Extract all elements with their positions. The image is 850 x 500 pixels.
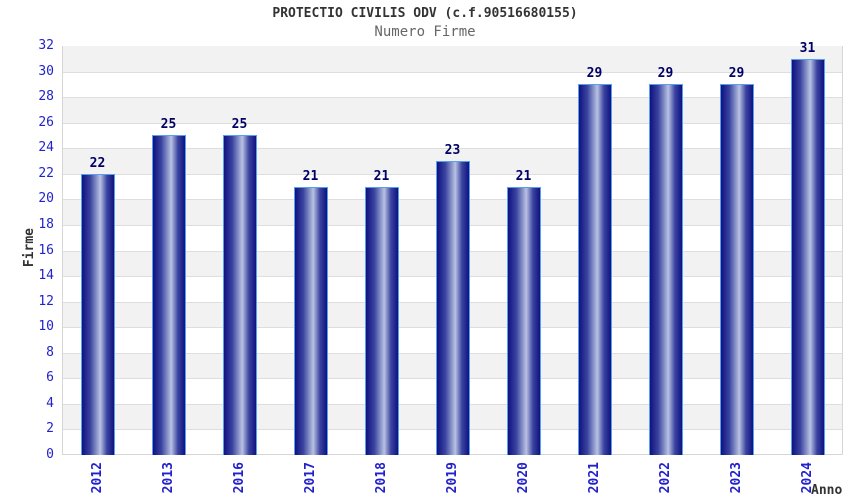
y-tick-label: 28	[38, 89, 54, 105]
bar-value-label: 21	[515, 168, 532, 184]
plot-band	[63, 46, 842, 72]
x-tick-label: 2021	[586, 462, 602, 494]
x-tick-label: 2023	[728, 462, 744, 494]
x-tick-label: 2012	[89, 462, 105, 494]
y-tick-label: 18	[38, 216, 54, 232]
y-tick-label: 22	[38, 165, 54, 181]
bar	[80, 173, 115, 455]
bar	[222, 135, 257, 455]
grid-line	[63, 148, 842, 150]
bar	[364, 186, 399, 455]
bar-value-label: 29	[586, 66, 603, 82]
bar-value-label: 31	[799, 40, 816, 56]
y-tick-label: 32	[38, 38, 54, 53]
x-tick-label: 2016	[231, 462, 247, 494]
bar-value-label: 21	[373, 168, 390, 184]
grid-line	[63, 97, 842, 99]
x-tick-label: 2019	[444, 462, 460, 494]
y-tick-label: 12	[38, 293, 54, 309]
y-tick-label: 14	[38, 268, 54, 284]
bar	[577, 84, 612, 455]
bar-value-label: 25	[160, 117, 177, 133]
bar	[506, 186, 541, 455]
bar-value-label: 23	[444, 143, 461, 159]
y-tick-label: 26	[38, 114, 54, 130]
grid-line	[63, 71, 842, 73]
y-tick-label: 16	[38, 242, 54, 258]
x-tick-label: 2020	[515, 462, 531, 494]
y-tick-label: 24	[38, 140, 54, 156]
y-tick-label: 4	[46, 395, 54, 411]
bar	[435, 161, 470, 455]
grid-line	[63, 122, 842, 124]
bar-value-label: 22	[89, 155, 106, 171]
bar	[293, 186, 328, 455]
x-tick-label: 2018	[373, 462, 389, 494]
plot-band	[63, 97, 842, 123]
y-tick-label: 20	[38, 191, 54, 207]
chart-title: PROTECTIO CIVILIS ODV (c.f.90516680155)	[272, 6, 578, 21]
bar	[151, 135, 186, 455]
y-tick-label: 8	[46, 344, 54, 360]
y-tick-label: 30	[38, 63, 54, 79]
bar	[648, 84, 683, 455]
x-tick-label: 2013	[160, 462, 176, 494]
x-tick-label: 2024	[799, 462, 815, 494]
x-tick-label: 2017	[302, 462, 318, 494]
bar-value-label: 21	[302, 168, 319, 184]
bar-value-label: 25	[231, 117, 248, 133]
chart-subtitle: Numero Firme	[374, 24, 476, 40]
bar-value-label: 29	[728, 66, 745, 82]
y-tick-label: 6	[46, 370, 54, 386]
x-axis-title: Anno	[811, 483, 843, 498]
y-tick-label: 2	[46, 421, 54, 437]
y-tick-label: 0	[46, 447, 54, 462]
y-tick-label: 10	[38, 319, 54, 335]
x-tick-label: 2022	[657, 462, 673, 494]
bar	[719, 84, 754, 455]
bar	[790, 58, 825, 455]
bar-value-label: 29	[657, 66, 674, 82]
